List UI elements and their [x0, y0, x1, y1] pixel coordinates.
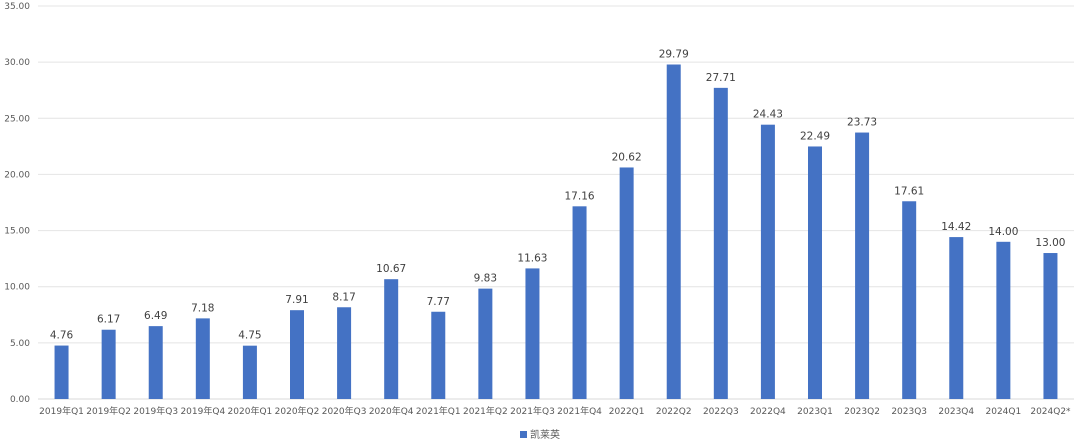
bar — [337, 307, 352, 399]
data-label: 4.75 — [238, 330, 261, 342]
x-tick-label: 2020年Q3 — [322, 405, 367, 417]
x-tick-label: 2021年Q2 — [463, 405, 508, 417]
data-label: 4.76 — [50, 330, 74, 342]
y-tick-label: 0.00 — [10, 395, 30, 405]
x-tick-label: 2023Q1 — [797, 407, 833, 417]
data-label: 7.77 — [427, 296, 450, 308]
bar — [808, 146, 822, 399]
x-axis-ticks: 2019年Q1 2019年Q2 2019年Q3 2019年Q4 2020年Q1 2020年… — [39, 405, 1071, 417]
x-tick-label: 2020年Q1 — [228, 405, 273, 417]
data-label: 9.83 — [474, 273, 497, 285]
bar — [666, 64, 681, 399]
data-label: 24.43 — [753, 109, 783, 121]
y-tick-label: 35.00 — [4, 2, 30, 12]
bar — [713, 87, 728, 399]
data-label: 14.00 — [988, 226, 1018, 238]
x-tick-label: 2023Q4 — [938, 407, 974, 417]
bar — [290, 310, 304, 399]
x-tick-label: 2022Q1 — [609, 407, 645, 417]
x-tick-label: 2024Q2* — [1030, 407, 1071, 417]
bar — [1043, 253, 1058, 399]
data-labels: 4.76 6.17 6.49 7.18 4.75 7.91 8.17 10.67 7.77 9.8… — [50, 49, 1066, 342]
x-tick-label: 2021年Q1 — [416, 405, 461, 417]
bar — [619, 167, 634, 399]
data-label: 7.91 — [285, 294, 308, 306]
bar — [902, 201, 917, 399]
x-tick-label: 2019年Q4 — [180, 405, 225, 417]
bar — [54, 345, 69, 399]
x-tick-label: 2021年Q4 — [557, 405, 602, 417]
legend-swatch — [520, 431, 527, 438]
y-tick-label: 5.00 — [10, 339, 30, 349]
bar — [148, 326, 163, 399]
x-tick-label: 2023Q3 — [891, 407, 927, 417]
x-tick-label: 2019年Q1 — [39, 405, 84, 417]
bar — [949, 237, 964, 399]
data-label: 27.71 — [706, 72, 736, 84]
y-tick-label: 25.00 — [4, 114, 30, 124]
data-label: 23.73 — [847, 117, 877, 129]
bar — [101, 329, 116, 399]
x-tick-label: 2022Q2 — [656, 407, 692, 417]
y-axis-ticks: 0.00 5.00 10.00 15.00 20.00 25.00 30.00 35.00 — [4, 2, 30, 405]
y-tick-label: 20.00 — [4, 170, 30, 180]
bar — [384, 279, 399, 399]
data-label: 11.63 — [517, 252, 547, 264]
data-label: 20.62 — [612, 151, 642, 163]
x-tick-label: 2022Q4 — [750, 407, 786, 417]
x-tick-label: 2019年Q2 — [86, 405, 131, 417]
data-label: 29.79 — [659, 49, 689, 61]
bar — [996, 241, 1011, 399]
bar — [760, 124, 775, 399]
bar — [855, 132, 870, 399]
data-label: 14.42 — [941, 221, 971, 233]
bar — [478, 288, 493, 399]
legend-label: 凯莱英 — [530, 428, 560, 441]
y-tick-label: 10.00 — [4, 283, 30, 293]
data-label: 10.67 — [376, 263, 406, 275]
x-tick-label: 2023Q2 — [844, 407, 880, 417]
y-tick-label: 15.00 — [4, 227, 30, 237]
gridlines — [38, 5, 1074, 344]
legend: 凯莱英 — [520, 428, 560, 441]
bar — [242, 345, 257, 399]
bar — [431, 311, 446, 399]
y-tick-label: 30.00 — [4, 58, 30, 68]
data-label: 17.61 — [894, 185, 924, 197]
data-label: 22.49 — [800, 130, 830, 142]
data-label: 17.16 — [565, 190, 595, 202]
x-tick-label: 2020年Q4 — [369, 405, 414, 417]
data-label: 8.17 — [332, 291, 355, 303]
x-tick-label: 2022Q3 — [703, 407, 739, 417]
data-label: 6.17 — [97, 314, 120, 326]
bar — [572, 206, 587, 399]
data-label: 13.00 — [1035, 237, 1065, 249]
data-label: 6.49 — [144, 310, 167, 322]
bar — [525, 268, 540, 399]
bars — [54, 64, 1058, 399]
x-tick-label: 2020年Q2 — [275, 405, 320, 417]
bar — [195, 318, 210, 399]
data-label: 7.18 — [191, 302, 214, 314]
x-tick-label: 2019年Q3 — [133, 405, 178, 417]
x-tick-label: 2021年Q3 — [510, 405, 555, 417]
x-tick-label: 2024Q1 — [986, 407, 1022, 417]
